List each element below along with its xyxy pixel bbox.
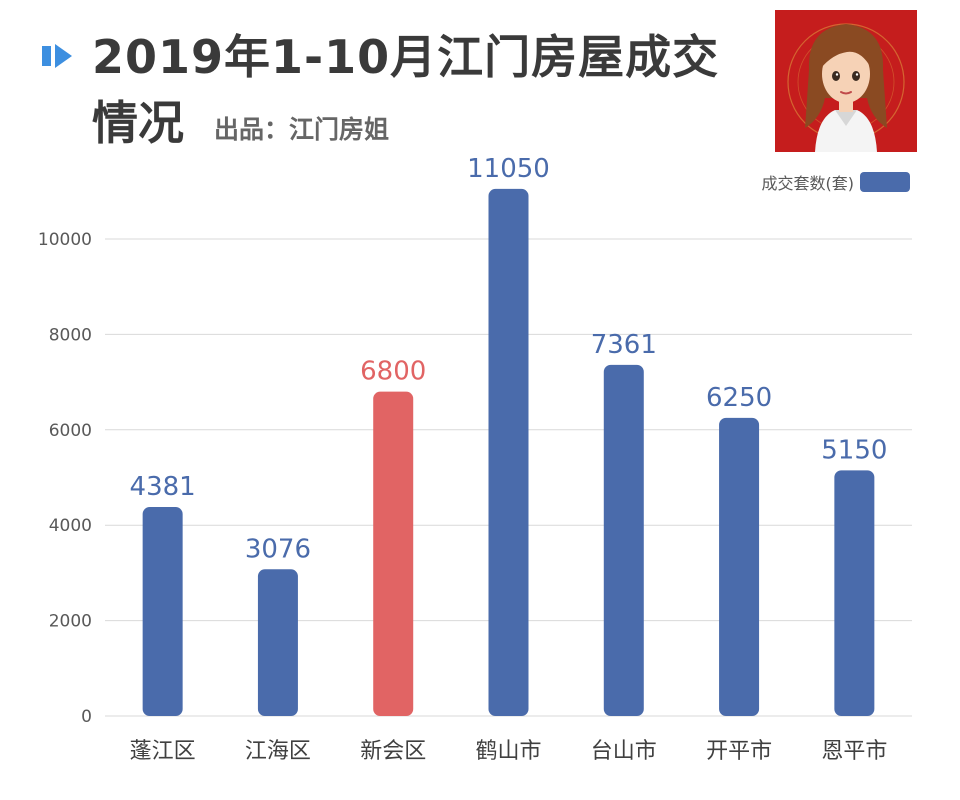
y-tick-label: 0 [81,707,92,727]
y-tick-label: 10000 [38,230,92,250]
x-tick-label: 新会区 [360,739,426,764]
bar [834,470,875,716]
x-tick-label: 开平市 [706,739,772,764]
y-axis-ticks: 0 2000 4000 6000 8000 10000 [38,230,92,727]
data-label: 5150 [821,435,887,465]
chart-legend: 成交套数(套) [761,170,910,194]
bar [603,364,644,716]
bar [488,188,529,717]
x-axis-ticks: 蓬江区 江海区 新会区 鹤山市 台山市 开平市 恩平市 [130,739,888,764]
x-tick-label: 恩平市 [821,739,887,764]
data-label: 11050 [467,154,550,184]
avatar-illustration [775,10,917,152]
bar [373,391,414,716]
bar [142,507,183,716]
credit-text: 出品：江门房姐 [214,115,390,144]
legend-swatch [860,172,910,192]
x-tick-label: 江海区 [245,739,311,764]
data-label: 4381 [130,472,196,502]
title-marker-icon [42,44,72,68]
x-tick-label: 鹤山市 [475,739,541,764]
y-tick-label: 4000 [49,516,92,536]
y-tick-label: 8000 [49,325,92,345]
bars [142,188,875,717]
avatar [775,10,917,152]
bar [257,569,298,716]
y-tick-label: 6000 [49,421,92,441]
x-tick-label: 蓬江区 [130,739,196,764]
legend-label: 成交套数(套) [761,174,855,193]
data-label: 6800 [360,357,426,387]
bar [719,417,760,716]
x-tick-label: 台山市 [591,739,657,764]
y-tick-label: 2000 [49,612,92,632]
data-label: 6250 [706,383,772,413]
data-labels: 4381 3076 6800 11050 7361 6250 5150 [130,154,888,564]
data-label: 3076 [245,534,311,564]
page-title: 2019年1-10月江门房屋成交 [92,30,720,84]
data-label: 7361 [591,330,657,360]
page-title-line2: 情况 [92,96,184,150]
